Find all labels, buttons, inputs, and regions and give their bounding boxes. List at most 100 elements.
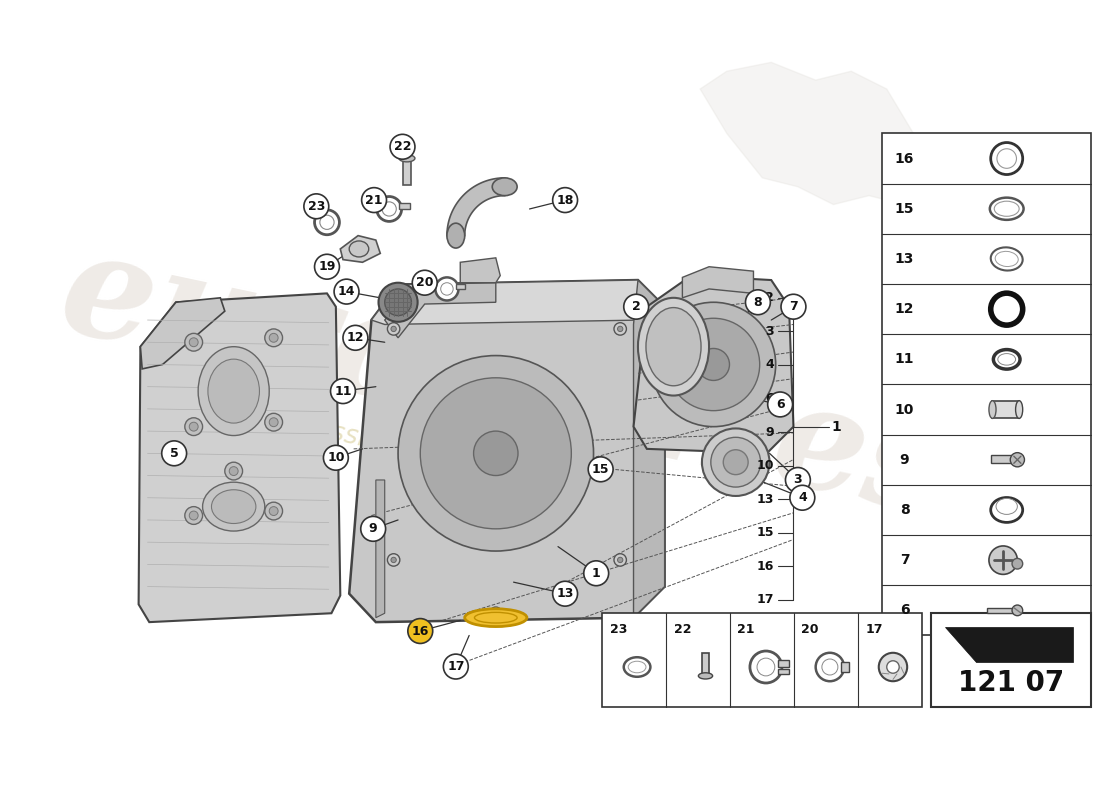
Text: 7: 7: [789, 300, 797, 314]
Circle shape: [224, 462, 243, 480]
Circle shape: [1012, 605, 1023, 616]
Text: 10: 10: [757, 459, 774, 472]
Ellipse shape: [991, 247, 1023, 270]
Polygon shape: [701, 62, 922, 205]
Bar: [987, 608, 1015, 613]
Polygon shape: [349, 280, 664, 622]
Circle shape: [757, 658, 774, 676]
Ellipse shape: [624, 658, 650, 677]
Text: 17: 17: [447, 660, 464, 673]
Text: 1: 1: [832, 420, 842, 434]
Bar: [779, 669, 789, 674]
Circle shape: [768, 392, 793, 417]
Text: 23: 23: [308, 200, 324, 213]
Circle shape: [781, 294, 806, 319]
Text: 10: 10: [894, 402, 914, 417]
Circle shape: [323, 446, 349, 470]
Bar: [840, 662, 849, 672]
Bar: [991, 455, 1014, 463]
Circle shape: [552, 188, 578, 213]
Text: 4: 4: [798, 491, 806, 504]
Circle shape: [185, 506, 202, 524]
Circle shape: [378, 282, 418, 322]
Text: 20: 20: [416, 276, 433, 290]
Circle shape: [270, 334, 278, 342]
Circle shape: [265, 502, 283, 520]
Circle shape: [362, 188, 386, 213]
Polygon shape: [634, 276, 793, 454]
Text: 9: 9: [900, 453, 910, 466]
Circle shape: [162, 441, 187, 466]
Circle shape: [224, 378, 243, 395]
Ellipse shape: [211, 490, 256, 523]
Circle shape: [315, 254, 340, 279]
Text: 12: 12: [346, 331, 364, 344]
Ellipse shape: [464, 609, 527, 626]
Text: 23: 23: [609, 622, 627, 636]
Text: 14: 14: [338, 285, 355, 298]
Circle shape: [588, 457, 613, 482]
Ellipse shape: [638, 298, 710, 395]
Text: 20: 20: [802, 622, 820, 636]
Text: 2: 2: [631, 300, 640, 314]
Circle shape: [390, 326, 396, 331]
Circle shape: [382, 202, 396, 216]
Text: 12: 12: [894, 302, 914, 316]
Polygon shape: [634, 280, 664, 618]
Polygon shape: [945, 626, 1074, 662]
Circle shape: [474, 431, 518, 475]
Ellipse shape: [993, 350, 1020, 369]
Circle shape: [189, 422, 198, 431]
Text: 3: 3: [766, 325, 774, 338]
Text: 18: 18: [557, 194, 574, 206]
Text: 6: 6: [766, 392, 774, 405]
Circle shape: [270, 506, 278, 515]
Polygon shape: [385, 282, 496, 338]
Text: 16: 16: [894, 151, 914, 166]
Circle shape: [387, 554, 399, 566]
Circle shape: [552, 582, 578, 606]
Circle shape: [315, 210, 340, 234]
Circle shape: [408, 618, 432, 643]
Ellipse shape: [492, 178, 517, 196]
Ellipse shape: [202, 482, 265, 531]
Polygon shape: [372, 280, 664, 325]
Polygon shape: [682, 266, 754, 298]
Text: 22: 22: [394, 140, 411, 154]
Text: 5: 5: [169, 447, 178, 460]
Bar: [882, 134, 1091, 635]
Text: a passion for parts since 1985: a passion for parts since 1985: [272, 408, 667, 516]
Polygon shape: [376, 480, 385, 618]
Circle shape: [265, 329, 283, 346]
Text: 8: 8: [754, 296, 762, 309]
Ellipse shape: [208, 359, 260, 423]
Circle shape: [265, 414, 283, 431]
Circle shape: [412, 270, 437, 295]
Circle shape: [584, 561, 608, 586]
Ellipse shape: [1015, 401, 1023, 418]
Ellipse shape: [998, 354, 1015, 365]
Circle shape: [436, 278, 459, 301]
Circle shape: [668, 318, 760, 410]
Text: 9: 9: [766, 426, 774, 438]
Circle shape: [441, 282, 453, 295]
Ellipse shape: [996, 498, 1018, 514]
Circle shape: [711, 438, 760, 487]
Text: 8: 8: [900, 503, 910, 517]
Text: 6: 6: [900, 603, 910, 618]
Text: 16: 16: [411, 625, 429, 638]
Text: 15: 15: [592, 463, 609, 476]
Bar: [932, 614, 1091, 706]
Ellipse shape: [198, 346, 270, 435]
Bar: [779, 660, 789, 667]
Text: 11: 11: [334, 385, 352, 398]
Circle shape: [785, 467, 811, 493]
Bar: [403, 160, 411, 185]
Ellipse shape: [989, 401, 996, 418]
Circle shape: [1010, 453, 1024, 467]
Circle shape: [624, 294, 649, 319]
Bar: [702, 653, 710, 674]
Circle shape: [334, 279, 359, 304]
Circle shape: [614, 554, 626, 566]
Text: 13: 13: [757, 493, 774, 506]
